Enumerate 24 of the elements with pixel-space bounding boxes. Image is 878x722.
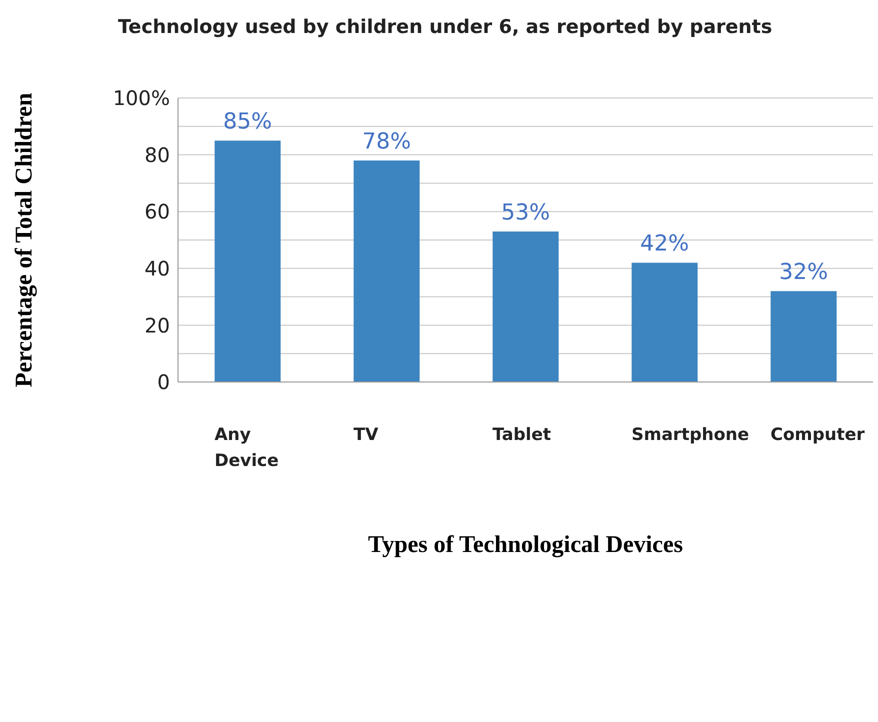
x-tick-label: Smartphone xyxy=(632,425,750,445)
data-label: 32% xyxy=(779,260,828,286)
y-tick-label: 80 xyxy=(144,142,170,167)
y-tick-label: 60 xyxy=(144,200,170,224)
x-axis-title: Types of Technological Devices xyxy=(368,532,683,558)
data-label: 53% xyxy=(501,200,550,226)
data-label: 42% xyxy=(640,232,690,257)
y-axis-title: Percentage of Total Children xyxy=(12,92,38,388)
x-tick-label: TV xyxy=(354,425,380,445)
bar xyxy=(492,231,559,382)
data-label: 85% xyxy=(223,110,272,135)
y-tick-label: 0 xyxy=(157,370,170,394)
data-label: 78% xyxy=(362,129,412,154)
x-tick-label: Any Device xyxy=(214,425,279,471)
bar xyxy=(354,160,420,382)
chart-title: Technology used by children under 6, as reported by parents xyxy=(118,16,772,38)
x-tick-label: Tablet xyxy=(492,425,552,445)
x-tick-label: Computer xyxy=(770,425,866,445)
bar xyxy=(214,140,281,382)
y-tick-label: 20 xyxy=(144,313,170,338)
y-tick-label: 40 xyxy=(144,256,170,280)
bar xyxy=(632,262,698,382)
y-tick-label: 100% xyxy=(112,86,170,110)
bar xyxy=(770,291,837,382)
